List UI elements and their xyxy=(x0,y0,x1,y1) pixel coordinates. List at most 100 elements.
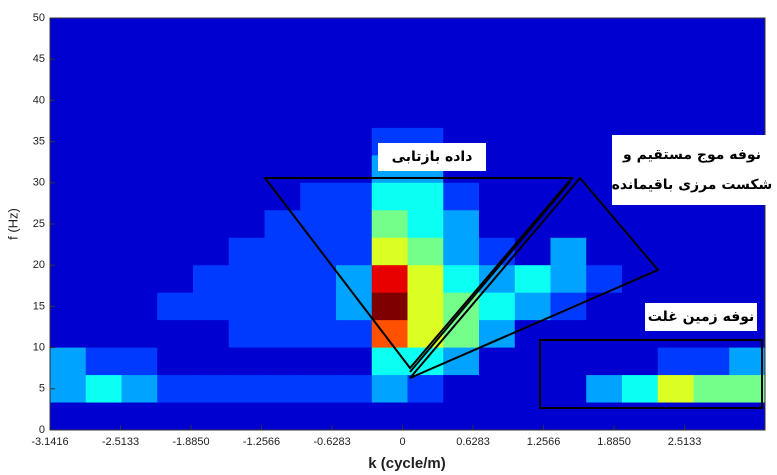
heatmap-cell xyxy=(50,347,87,376)
ground-roll-box xyxy=(539,339,763,409)
x-tick-label: -1.8850 xyxy=(172,436,209,448)
heatmap-cell xyxy=(514,265,551,294)
heatmap-cell xyxy=(228,182,265,211)
heatmap-cell xyxy=(550,237,587,266)
heatmap-cell xyxy=(85,320,122,349)
y-tick-label: 25 xyxy=(33,218,45,230)
heatmap-cell xyxy=(550,100,587,129)
heatmap-cell xyxy=(622,265,659,294)
heatmap-cell xyxy=(264,237,301,266)
y-tick-label: 30 xyxy=(33,177,45,189)
heatmap-cell xyxy=(586,375,623,404)
heatmap-cell xyxy=(121,292,158,321)
heatmap-cell xyxy=(336,347,373,376)
heatmap-cell xyxy=(371,292,408,321)
heatmap-cell xyxy=(550,402,587,431)
heatmap-cell xyxy=(157,127,194,156)
heatmap-cell xyxy=(121,182,158,211)
heatmap-cell xyxy=(657,100,694,129)
heatmap-cell xyxy=(50,402,87,431)
direct-wave-triangle xyxy=(409,176,660,379)
heatmap-cell xyxy=(336,127,373,156)
heatmap-cell xyxy=(479,402,516,431)
heatmap-cell xyxy=(157,182,194,211)
heatmap-cell xyxy=(586,237,623,266)
heatmap-cell xyxy=(85,100,122,129)
heatmap-cell xyxy=(85,18,122,46)
heatmap-cell xyxy=(407,292,444,321)
heatmap-cell xyxy=(693,347,730,376)
heatmap-cell xyxy=(371,72,408,101)
heatmap-cell xyxy=(443,375,480,404)
heatmap-cell xyxy=(729,45,766,74)
heatmap-cell xyxy=(550,347,587,376)
heatmap-cell xyxy=(657,18,694,46)
heatmap-cell xyxy=(586,402,623,431)
heatmap-cell xyxy=(514,45,551,74)
heatmap-cell xyxy=(264,72,301,101)
heatmap-cell xyxy=(50,375,87,404)
heatmap-cell xyxy=(228,237,265,266)
heatmap-cell xyxy=(300,72,337,101)
heatmap-cell xyxy=(228,18,265,46)
heatmap-cell xyxy=(85,45,122,74)
heatmap-cell xyxy=(193,375,230,404)
heatmap-cell xyxy=(228,72,265,101)
y-tick-label: 50 xyxy=(33,12,45,24)
heatmap-cell xyxy=(693,402,730,431)
heatmap-cell xyxy=(514,375,551,404)
label-bg xyxy=(378,143,486,171)
heatmap-cell xyxy=(121,45,158,74)
heatmap-cell xyxy=(157,45,194,74)
heatmap-cell xyxy=(550,72,587,101)
heatmap-cell xyxy=(336,292,373,321)
heatmap-cell xyxy=(264,320,301,349)
heatmap-cell xyxy=(407,100,444,129)
heatmap-cell xyxy=(371,100,408,129)
heatmap-cell xyxy=(50,292,87,321)
heatmap-cell xyxy=(228,100,265,129)
heatmap-cell xyxy=(514,347,551,376)
heatmap-cell xyxy=(693,72,730,101)
heatmap-cell xyxy=(336,18,373,46)
x-tick-label: 1.2566 xyxy=(527,436,561,448)
heatmap-cell xyxy=(514,72,551,101)
heatmap-cell xyxy=(657,45,694,74)
heatmap-cell xyxy=(193,72,230,101)
heatmap-cell xyxy=(407,72,444,101)
heatmap-cell xyxy=(336,45,373,74)
heatmap-cell xyxy=(300,292,337,321)
heatmap-cell xyxy=(85,210,122,239)
heatmap-cell xyxy=(657,72,694,101)
heatmap-cell xyxy=(514,292,551,321)
heatmap-cell xyxy=(443,320,480,349)
heatmap-cell xyxy=(657,402,694,431)
heatmap-cell xyxy=(550,45,587,74)
heatmap-cell xyxy=(300,18,337,46)
heatmap-cell xyxy=(336,72,373,101)
heatmap-cell xyxy=(550,265,587,294)
heatmap-cell xyxy=(479,18,516,46)
heatmap-cell xyxy=(85,182,122,211)
heatmap-cell xyxy=(371,45,408,74)
heatmap-cell xyxy=(300,375,337,404)
heatmap-cell xyxy=(371,210,408,239)
x-tick-label: -1.2566 xyxy=(243,436,280,448)
heatmap-cell xyxy=(693,100,730,129)
x-tick-label: -3.1416 xyxy=(31,436,68,448)
annotation: شکست مرزی باقیمانده xyxy=(612,177,773,193)
x-tick-label: -0.6283 xyxy=(313,436,350,448)
heatmap-cell xyxy=(228,45,265,74)
heatmap-cell xyxy=(407,375,444,404)
heatmap-cell xyxy=(693,375,730,404)
heatmap-cell xyxy=(371,237,408,266)
heatmap-cell xyxy=(264,402,301,431)
heatmap-cell xyxy=(85,155,122,184)
heatmap-cell xyxy=(85,72,122,101)
heatmap-cell xyxy=(622,100,659,129)
x-axis-label: k (cycle/m) xyxy=(368,455,446,472)
heatmap-cell xyxy=(121,375,158,404)
heatmap-cell xyxy=(729,72,766,101)
heatmap-cell xyxy=(443,72,480,101)
heatmap-cell xyxy=(407,210,444,239)
